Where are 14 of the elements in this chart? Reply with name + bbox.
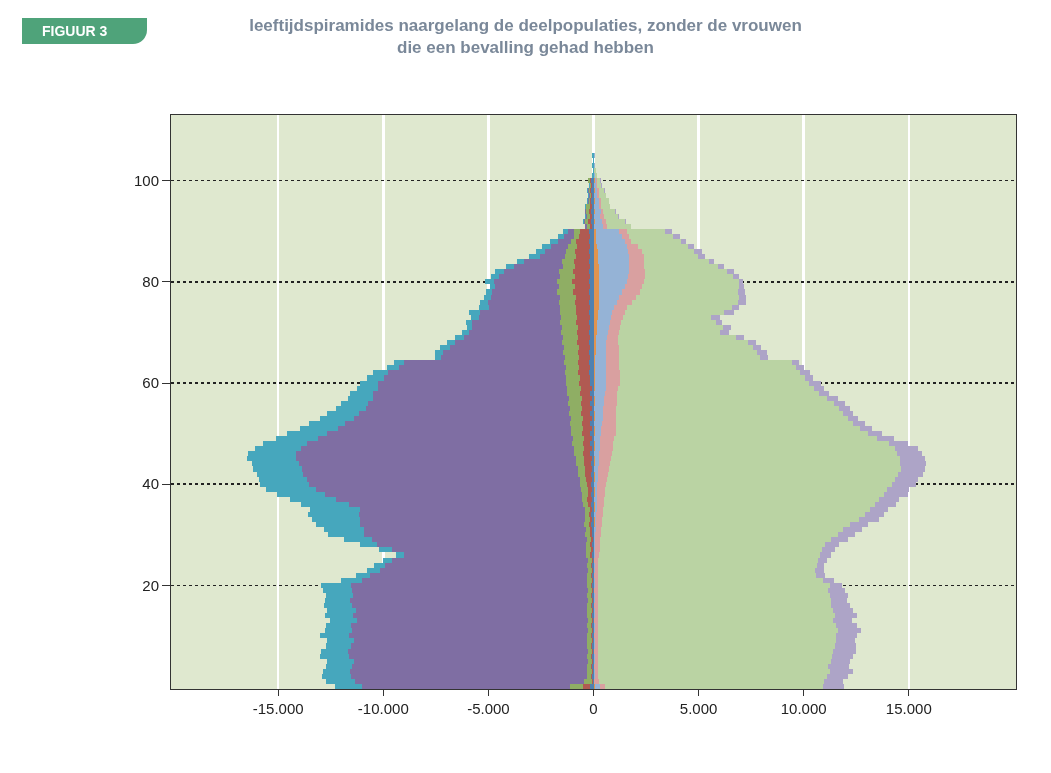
y-tick-label: 60 (142, 374, 159, 392)
chart-title: leeftijdspiramides naargelang de deelpopulaties, zonder de vrouwen die een bevalling gehad hebben (249, 15, 802, 58)
y-tick-label: 80 (142, 273, 159, 291)
y-tick-label: 40 (142, 475, 159, 493)
x-tick-label: -10.000 (357, 700, 409, 717)
x-tick-label: 5.000 (679, 700, 718, 717)
x-tick-label: 0 (589, 700, 598, 717)
x-tick-label: 15.000 (885, 700, 932, 717)
x-tick-label: -5.000 (467, 700, 510, 717)
text: FIGUUR 3 (22, 18, 148, 44)
y-tick-label: 20 (142, 576, 159, 594)
x-tick-label: -15.000 (252, 700, 304, 717)
y-tick-label: 100 (133, 171, 159, 189)
x-tick-label: 10.000 (780, 700, 827, 717)
